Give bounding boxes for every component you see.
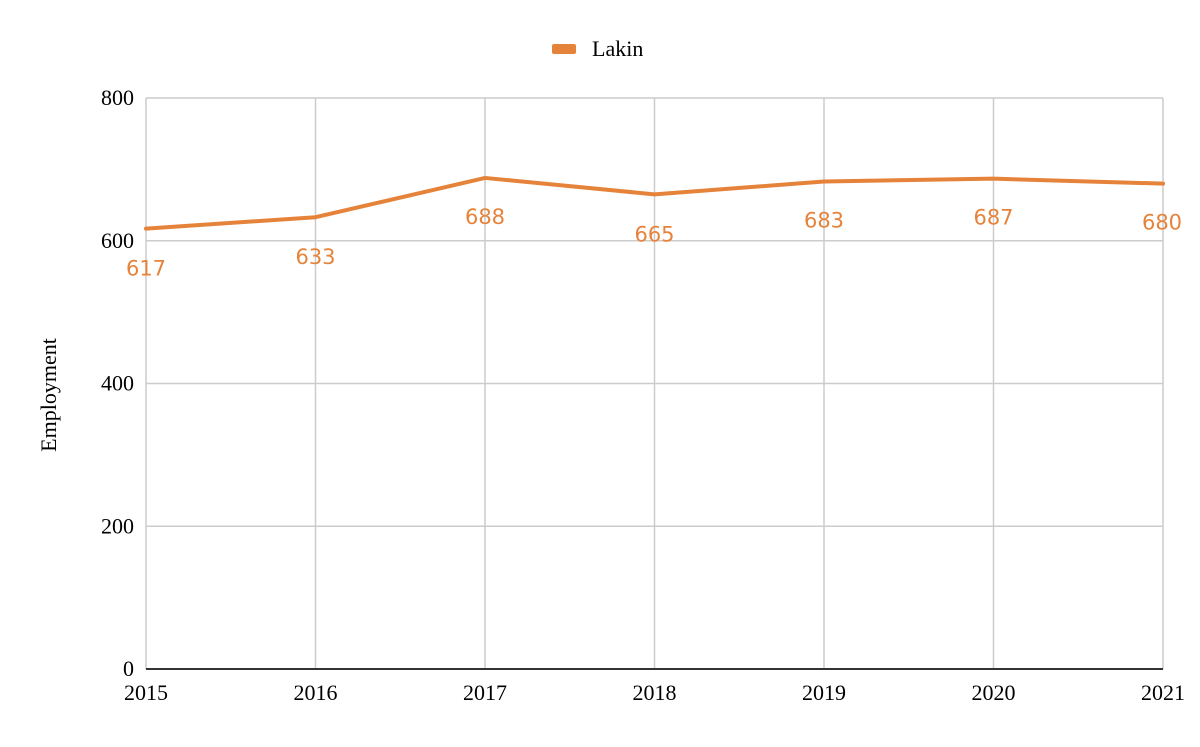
axes: 0 200 400 600 800 2015 2016 2017 2018 2019 2020 202… bbox=[101, 85, 1185, 705]
y-tick-label: 600 bbox=[101, 228, 134, 253]
y-tick-label: 400 bbox=[101, 371, 134, 396]
x-tick-label: 2018 bbox=[633, 680, 677, 705]
x-tick-label: 2016 bbox=[294, 680, 338, 705]
y-tick-label: 200 bbox=[101, 513, 134, 538]
series-line-0 bbox=[144, 175, 1165, 231]
data-label: 633 bbox=[295, 245, 335, 269]
data-label: 688 bbox=[465, 205, 505, 229]
x-tick-label: 2017 bbox=[463, 680, 507, 705]
x-tick-label: 2021 bbox=[1141, 680, 1185, 705]
legend-label: Lakin bbox=[592, 36, 643, 61]
series-lines bbox=[144, 175, 1165, 231]
data-label: 683 bbox=[804, 209, 844, 233]
y-tick-label: 0 bbox=[123, 656, 134, 681]
data-label: 687 bbox=[973, 206, 1013, 230]
legend-swatch bbox=[552, 44, 576, 54]
legend: Lakin bbox=[552, 36, 643, 61]
data-label: 617 bbox=[126, 257, 166, 281]
x-tick-label: 2020 bbox=[972, 680, 1016, 705]
data-labels: 617 633 688 665 683 687 680 bbox=[126, 205, 1182, 281]
y-tick-label: 800 bbox=[101, 85, 134, 110]
x-tick-label: 2019 bbox=[802, 680, 846, 705]
x-tick-label: 2015 bbox=[124, 680, 168, 705]
data-label: 680 bbox=[1142, 211, 1182, 235]
y-axis-title: Employment bbox=[36, 338, 61, 452]
grid-lines bbox=[145, 97, 1164, 669]
data-label: 665 bbox=[634, 222, 674, 246]
